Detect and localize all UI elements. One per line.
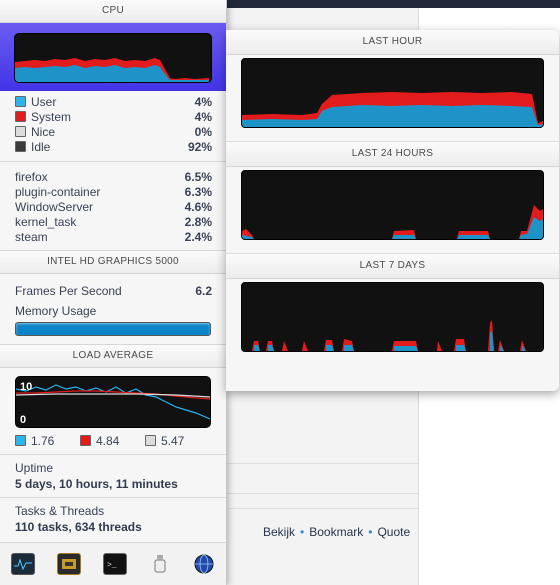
terminal-icon[interactable]: >_	[103, 553, 127, 575]
cpu-usage-row: Nice 0%	[15, 125, 212, 140]
process-row: firefox 6.5%	[15, 170, 212, 184]
process-row: kernel_task 2.8%	[15, 215, 212, 229]
cpu-hero	[0, 23, 226, 91]
background-divider	[226, 463, 418, 464]
bookmark-link[interactable]: Bookmark	[309, 525, 364, 539]
tasks-label: Tasks & Threads	[15, 504, 105, 518]
background-divider	[226, 508, 418, 509]
load-15min-swatch-icon	[145, 435, 156, 446]
cpu-chip-icon[interactable]	[57, 553, 81, 575]
last-24-hours-graph-svg	[242, 205, 543, 239]
load-graph: 10 0	[15, 376, 211, 428]
background-divider	[226, 493, 418, 494]
tasks-value: 110 tasks, 634 threads	[15, 520, 142, 534]
gpu-section-title: INTEL HD GRAPHICS 5000	[0, 250, 226, 274]
idle-swatch-icon	[15, 141, 26, 152]
background-topbar	[0, 0, 560, 8]
view-link[interactable]: Bekijk	[263, 525, 296, 539]
cpu-usage-row: System 4%	[15, 110, 212, 125]
cpu-usage-row: Idle 92%	[15, 140, 212, 155]
last-7-days-title: LAST 7 DAYS	[226, 253, 559, 279]
load-1min-swatch-icon	[15, 435, 26, 446]
network-globe-icon[interactable]	[193, 554, 215, 574]
user-swatch-icon	[15, 96, 26, 107]
app-dock: >_	[0, 542, 226, 585]
fps-row: Frames Per Second 6.2	[15, 284, 212, 298]
load-graph-svg: 10 0	[16, 381, 210, 426]
cpu-section-title: CPU	[0, 0, 226, 23]
load-5min-swatch-icon	[80, 435, 91, 446]
last-24-hours-graph	[241, 170, 544, 240]
process-row: steam 2.4%	[15, 230, 212, 244]
cpu-usage-list: User 4% System 4% Nice 0% Idle 92%	[0, 91, 226, 155]
load-section-title: LOAD AVERAGE	[0, 344, 226, 368]
load-max-label: 10	[20, 381, 32, 393]
uptime-value: 5 days, 10 hours, 11 minutes	[15, 477, 178, 491]
last-7-days-graph	[241, 282, 544, 352]
activity-monitor-icon[interactable]	[11, 553, 35, 575]
process-row: WindowServer 4.6%	[15, 200, 212, 214]
post-links: Bekijk • Bookmark • Quote	[263, 525, 411, 539]
uptime-label: Uptime	[15, 461, 54, 475]
cpu-graph	[14, 33, 212, 83]
last-7-days-graph-svg	[242, 320, 543, 351]
last-24-hours-title: LAST 24 HOURS	[226, 141, 559, 167]
memory-usage-label: Memory Usage	[15, 304, 97, 318]
last-hour-graph	[241, 58, 544, 128]
load-min-label: 0	[20, 414, 26, 426]
cpu-usage-row: User 4%	[15, 95, 212, 110]
memory-usage-bar	[15, 322, 211, 336]
cpu-graph-svg	[15, 58, 209, 82]
system-swatch-icon	[15, 111, 26, 122]
quote-link[interactable]: Quote	[377, 525, 411, 539]
last-hour-graph-svg	[242, 92, 543, 127]
svg-text:>_: >_	[107, 561, 117, 570]
load-legend: 1.76 4.84 5.47	[0, 434, 226, 448]
process-row: plugin-container 6.3%	[15, 185, 212, 199]
last-hour-title: LAST HOUR	[226, 30, 559, 55]
usb-device-icon[interactable]	[149, 554, 171, 574]
history-panel: LAST HOUR LAST 24 HOURS LAST 7 DAYS	[226, 30, 559, 391]
nice-swatch-icon	[15, 126, 26, 137]
istat-panel: CPU User 4% System 4% Nice 0% Idle 92% firef…	[0, 0, 227, 585]
process-list: firefox 6.5% plugin-container 6.3% WindowS…	[0, 168, 226, 245]
